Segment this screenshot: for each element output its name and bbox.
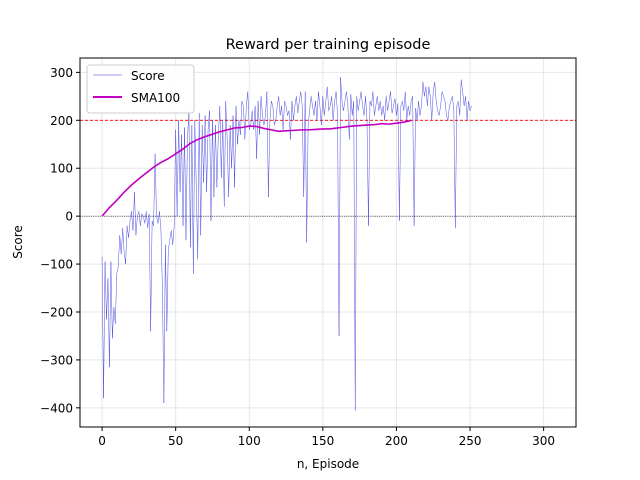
legend-label-sma100: SMA100 bbox=[131, 91, 180, 105]
x-tick-label: 250 bbox=[459, 434, 482, 448]
y-axis-ticks: −400 −300 −200 −100 0 100 200 300 bbox=[40, 66, 80, 415]
chart-title: Reward per training episode bbox=[226, 37, 431, 53]
y-tick-label: 100 bbox=[50, 162, 73, 176]
series-lines bbox=[101, 76, 472, 411]
legend-box bbox=[86, 64, 195, 114]
y-tick-label: −300 bbox=[40, 353, 73, 367]
plot-frame bbox=[79, 57, 577, 428]
y-tick-label: 300 bbox=[50, 66, 73, 80]
x-tick-label: 100 bbox=[238, 434, 261, 448]
x-tick-label: 0 bbox=[98, 434, 106, 448]
x-tick-label: 150 bbox=[311, 434, 334, 448]
x-tick-label: 300 bbox=[532, 434, 555, 448]
y-tick-label: 200 bbox=[50, 114, 73, 128]
y-tick-label: 0 bbox=[65, 210, 73, 224]
sma100-line bbox=[101, 119, 412, 217]
score-line bbox=[101, 76, 472, 411]
legend: Score SMA100 bbox=[86, 64, 195, 114]
y-tick-label: −400 bbox=[40, 401, 73, 415]
y-tick-label: −200 bbox=[40, 305, 73, 319]
reference-lines bbox=[80, 119, 576, 217]
legend-label-score: Score bbox=[131, 69, 165, 83]
x-tick-label: 50 bbox=[168, 434, 183, 448]
y-tick-label: −100 bbox=[40, 258, 73, 272]
x-axis-label: n, Episode bbox=[297, 457, 359, 471]
x-tick-label: 200 bbox=[385, 434, 408, 448]
x-axis-ticks: 0 50 100 150 200 250 300 bbox=[98, 427, 555, 448]
y-axis-label: Score bbox=[11, 225, 25, 259]
